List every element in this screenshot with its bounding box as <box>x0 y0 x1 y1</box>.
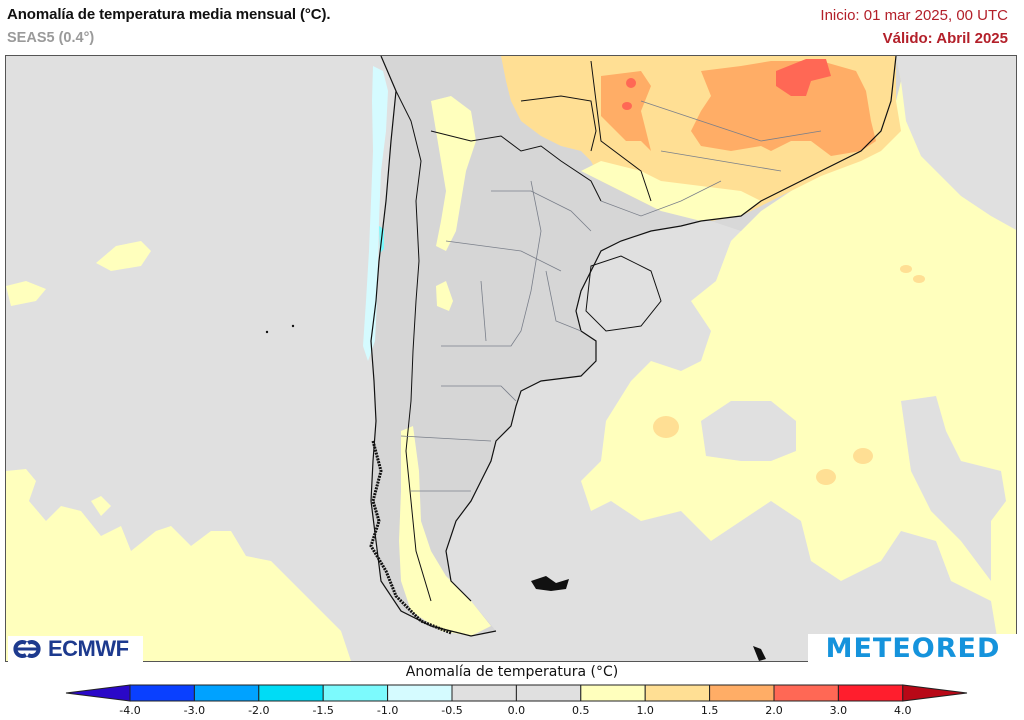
colorbar-box <box>515 684 582 702</box>
model-subtitle: SEAS5 (0.4°) <box>7 30 95 46</box>
colorbar-box <box>451 684 517 702</box>
colorbar-box <box>387 684 453 702</box>
meteored-logo: METEORED <box>808 632 1018 664</box>
ecmwf-logo-text: ECMWF <box>48 636 129 661</box>
colorbar-tick-label: 1.5 <box>700 704 719 717</box>
colorbar-box <box>644 684 711 702</box>
map-title: Anomalía de temperatura media mensual (°… <box>7 6 331 23</box>
colorbar <box>65 684 968 702</box>
colorbar-box <box>258 684 324 702</box>
map-canvas <box>6 56 1016 661</box>
colorbar-tick-labels: -4.0 -3.0 -2.0 -1.5 -1.0 -0.5 0.0 0.5 1.0 1.5 2.0 3… <box>0 704 1024 720</box>
colorbar-tick-label: 1.0 <box>636 704 654 717</box>
colorbar-box <box>837 684 904 702</box>
colorbar-title: Anomalía de temperatura (°C) <box>405 664 619 680</box>
colorbar-tick-label: 0.5 <box>572 704 590 717</box>
colorbar-box <box>193 684 260 702</box>
colorbar-tick-label: -2.0 <box>248 704 270 717</box>
colorbar-box <box>129 684 195 702</box>
ecmwf-emblem-icon <box>13 640 41 658</box>
colorbar-box <box>322 684 389 702</box>
colorbar-box <box>773 684 839 702</box>
init-date: Inicio: 01 mar 2025, 00 UTC <box>820 7 1008 24</box>
colorbar-right-arrow <box>902 684 968 702</box>
meteored-logo-text: METEORED <box>825 632 1001 664</box>
colorbar-box <box>709 684 775 702</box>
colorbar-tick-label: -1.0 <box>376 704 399 717</box>
anomaly-map <box>5 55 1017 662</box>
colorbar-tick-label: -4.0 <box>119 704 141 717</box>
valid-date: Válido: Abril 2025 <box>882 30 1008 47</box>
colorbar-tick-label: -3.0 <box>183 704 206 717</box>
colorbar-tick-label: -0.5 <box>441 704 463 717</box>
colorbar-tick-label: 2.0 <box>765 704 783 717</box>
colorbar-left-arrow <box>65 684 131 702</box>
colorbar-tick-label: 4.0 <box>894 704 912 717</box>
colorbar-tick-label: -1.5 <box>312 704 334 717</box>
ecmwf-logo: ECMWF <box>8 636 143 662</box>
colorbar-box <box>580 684 646 702</box>
colorbar-tick-label: 0.0 <box>507 704 526 717</box>
colorbar-tick-label: 3.0 <box>829 704 848 717</box>
